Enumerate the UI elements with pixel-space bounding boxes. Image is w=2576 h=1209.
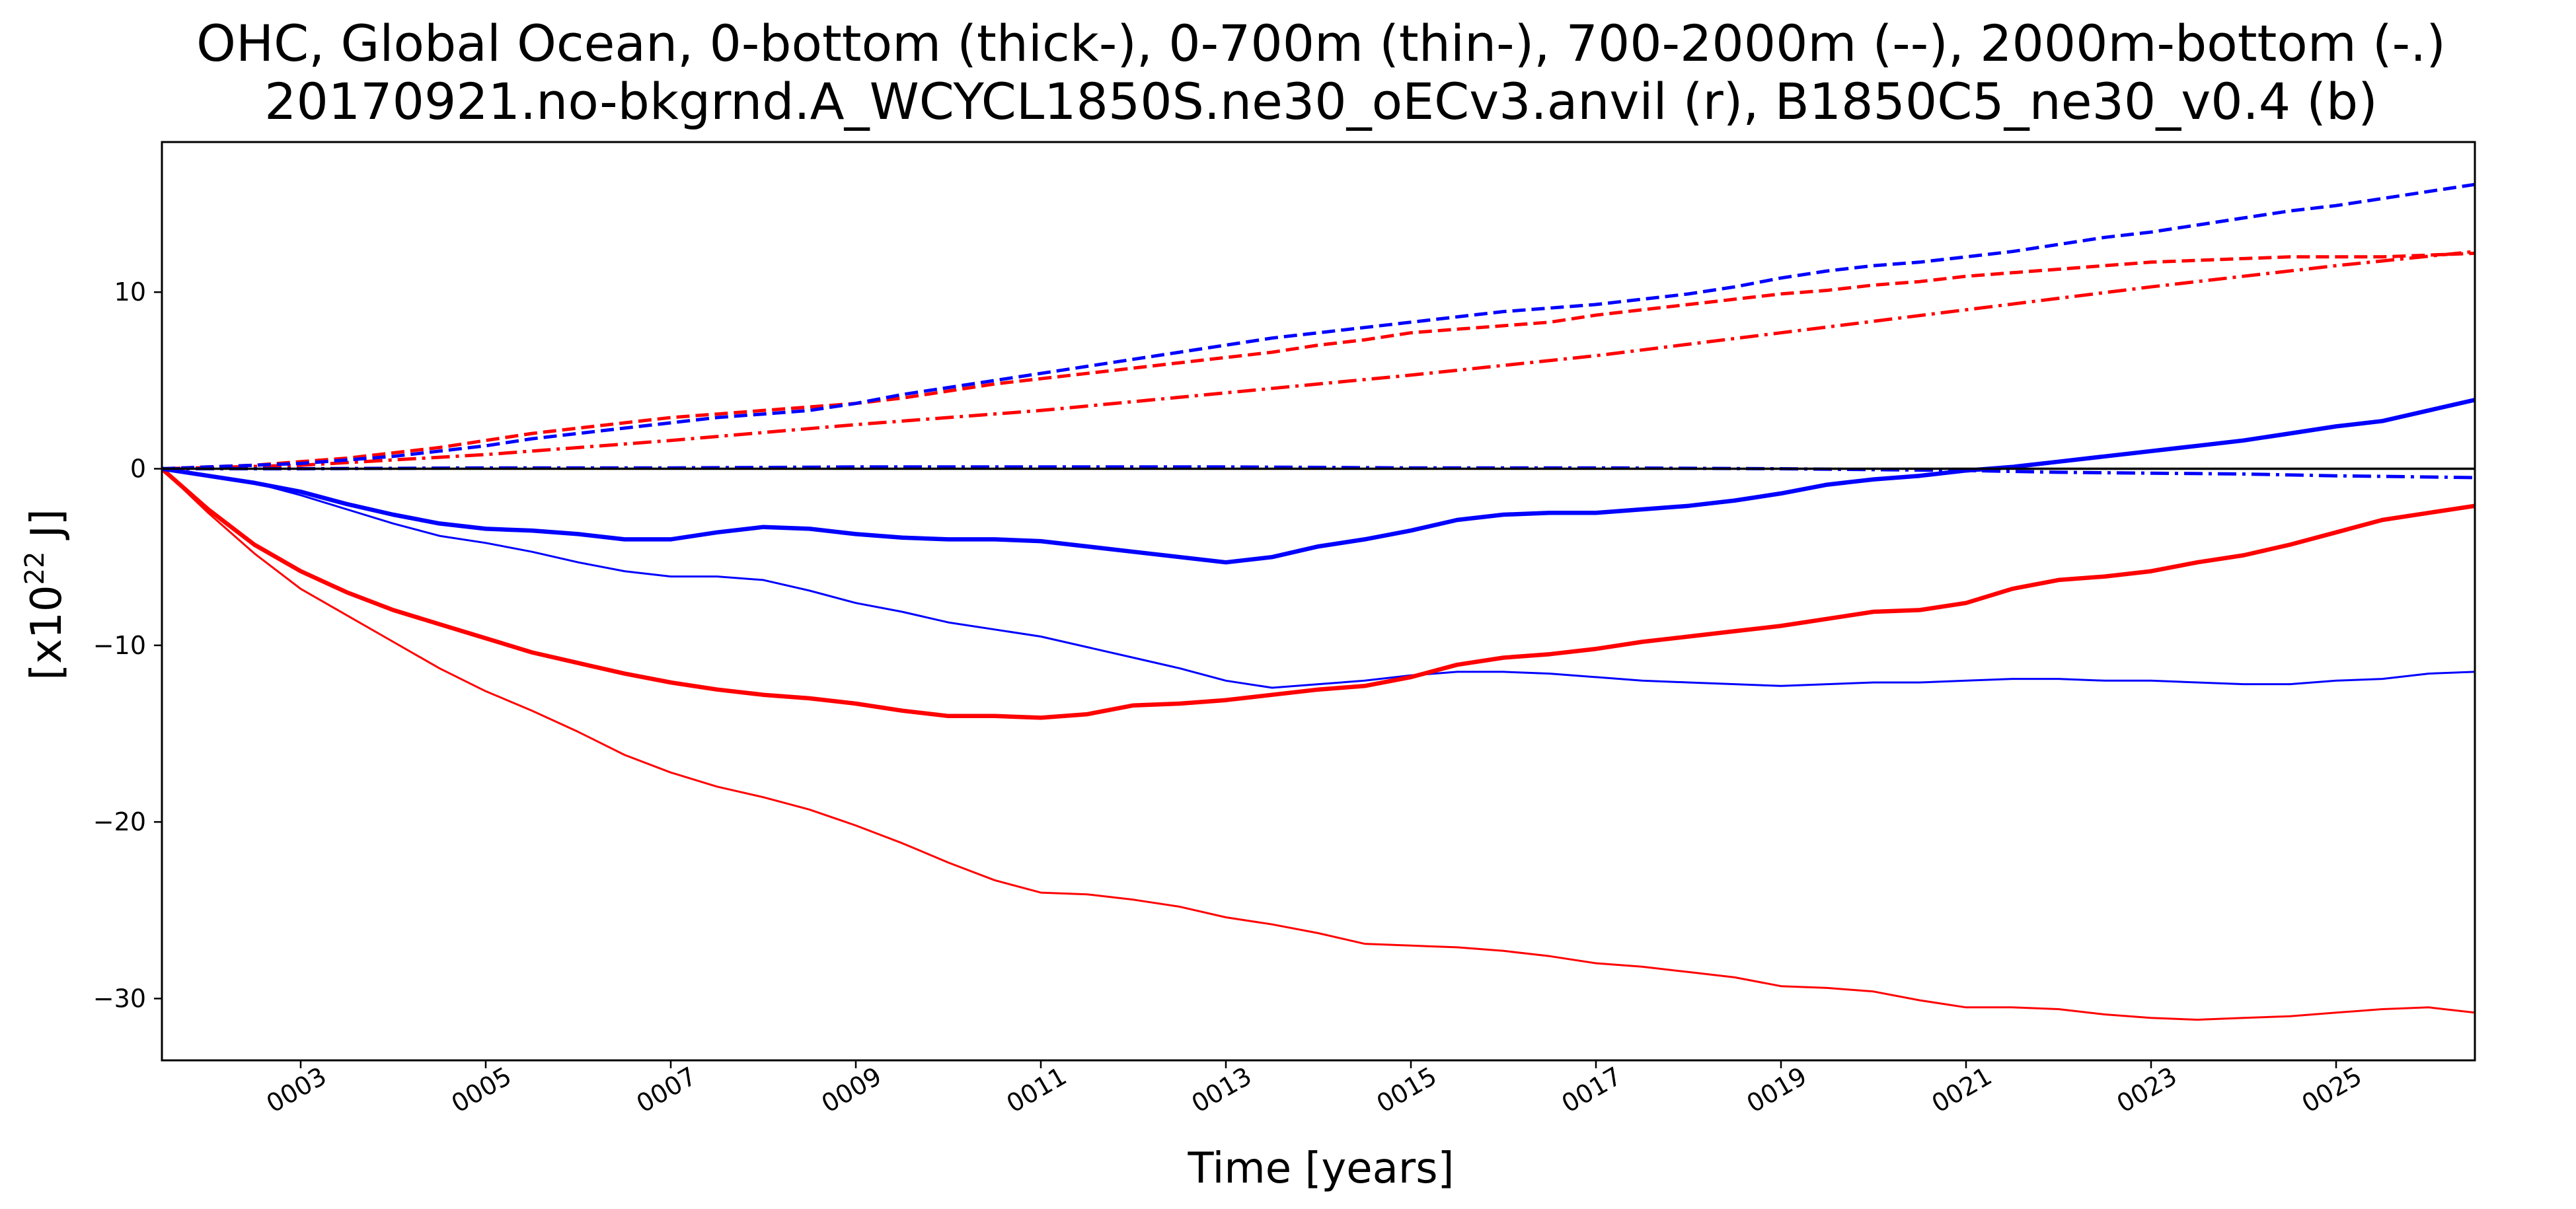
y-tick-label: −20: [93, 807, 146, 836]
series-line-r-upper: [162, 468, 2475, 1021]
series-line-r-deep: [162, 250, 2475, 470]
y-axis-label-prefix: [x10: [22, 585, 71, 680]
series-line-r-mid: [162, 251, 2475, 470]
series-layer: [162, 182, 2475, 1021]
y-axis: 10 0 −10 −20 −30: [93, 277, 162, 1013]
y-tick-label: −30: [93, 984, 146, 1013]
chart-title: OHC, Global Ocean, 0-bottom (thick-), 0-…: [196, 14, 2446, 73]
plot-frame: [161, 141, 2476, 1062]
series-line-r-total: [162, 467, 2475, 720]
chart-subtitle: 20170921.no-bkgrnd.A_WCYCL1850S.ne30_oEC…: [264, 72, 2378, 131]
series-line-b-mid: [162, 182, 2475, 470]
y-axis-label: [x1022 J]: [20, 509, 71, 680]
x-axis-label: Time [years]: [1187, 1144, 1454, 1193]
y-tick-label: 0: [130, 455, 146, 484]
y-axis-label-exponent: 22: [20, 552, 50, 585]
y-axis-label-suffix: J]: [22, 509, 71, 551]
y-tick-label: −10: [93, 631, 146, 660]
y-tick-label: 10: [114, 277, 146, 307]
series-line-b-upper: [162, 468, 2475, 689]
series-line-b-total: [162, 398, 2475, 565]
